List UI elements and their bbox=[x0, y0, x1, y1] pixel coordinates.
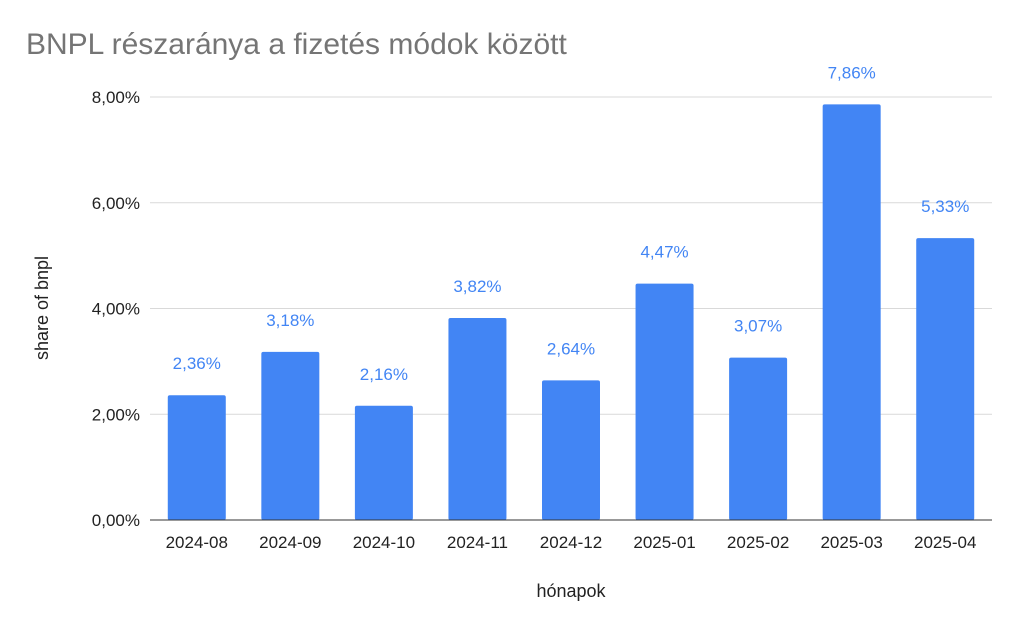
data-labels: 2,36% 3,18% 2,16% 3,82% 2,64% 4,47% 3,07% 7,86%… bbox=[173, 63, 970, 383]
bar bbox=[729, 357, 788, 520]
bar bbox=[167, 395, 226, 520]
x-tick-label: 2025-02 bbox=[727, 533, 789, 552]
bar bbox=[822, 104, 881, 520]
data-label: 7,86% bbox=[828, 63, 876, 82]
x-axis-title: hónapok bbox=[536, 581, 606, 601]
x-tick-label: 2025-01 bbox=[633, 533, 695, 552]
bars bbox=[167, 104, 975, 520]
y-tick-label: 2,00% bbox=[92, 405, 140, 424]
chart-title: BNPL részaránya a fizetés módok között bbox=[26, 28, 567, 61]
y-tick-label: 6,00% bbox=[92, 194, 140, 213]
x-tick-label: 2025-03 bbox=[820, 533, 882, 552]
y-tick-label: 8,00% bbox=[92, 88, 140, 107]
x-tick-label: 2024-11 bbox=[447, 533, 508, 552]
y-axis-title: share of bnpl bbox=[32, 256, 52, 360]
y-tick-label: 4,00% bbox=[92, 300, 140, 319]
data-label: 2,64% bbox=[547, 339, 595, 358]
x-tick-label: 2024-10 bbox=[353, 533, 415, 552]
data-label: 2,16% bbox=[360, 365, 408, 384]
bar bbox=[354, 405, 413, 520]
y-tick-label: 0,00% bbox=[92, 511, 140, 530]
bar bbox=[916, 238, 975, 520]
bar bbox=[448, 318, 507, 520]
x-tick-label: 2024-12 bbox=[540, 533, 602, 552]
bar bbox=[542, 380, 600, 520]
bar bbox=[261, 351, 320, 520]
data-label: 3,07% bbox=[734, 317, 782, 336]
bar bbox=[635, 283, 694, 520]
x-tick-label: 2024-09 bbox=[259, 533, 321, 552]
y-axis-ticks: 0,00% 2,00% 4,00% 6,00% 8,00% bbox=[92, 88, 140, 530]
data-label: 2,36% bbox=[173, 354, 221, 373]
data-label: 4,47% bbox=[640, 243, 688, 262]
x-tick-label: 2025-04 bbox=[914, 533, 976, 552]
x-tick-label: 2024-08 bbox=[166, 533, 228, 552]
x-axis-ticks: 2024-08 2024-09 2024-10 2024-11 2024-12 2025-… bbox=[166, 533, 977, 552]
data-label: 3,82% bbox=[453, 277, 501, 296]
data-label: 5,33% bbox=[921, 197, 969, 216]
data-label: 3,18% bbox=[266, 311, 314, 330]
